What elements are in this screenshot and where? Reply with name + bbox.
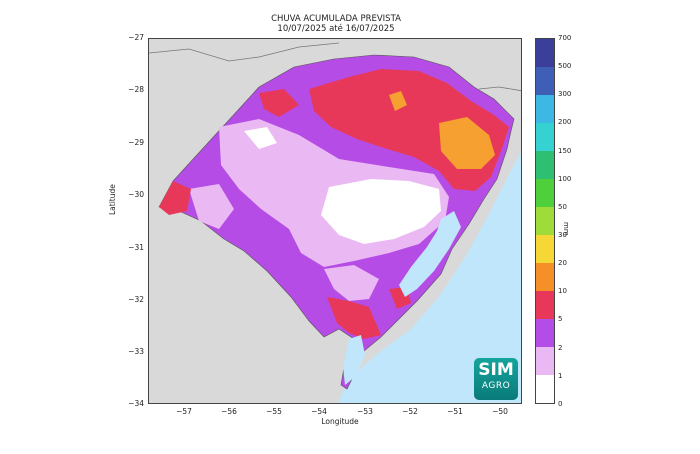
colorbar-tick: 2 xyxy=(558,344,563,352)
colorbar-segment xyxy=(536,263,554,291)
y-tick: −34 xyxy=(128,399,144,408)
colorbar-segment xyxy=(536,347,554,375)
colorbar-tick: 300 xyxy=(558,90,572,98)
colorbar-segment xyxy=(536,319,554,347)
y-tick: −31 xyxy=(128,243,144,252)
y-tick: −30 xyxy=(128,190,144,199)
colorbar-segment xyxy=(536,67,554,95)
sim-agro-logo: SIM AGRO xyxy=(474,358,518,400)
colorbar-unit: mm xyxy=(562,222,570,236)
lagoon-patos xyxy=(399,211,461,297)
x-tick: −53 xyxy=(357,407,373,416)
logo-text-sim: SIM xyxy=(478,360,514,380)
colorbar-tick: 100 xyxy=(558,175,572,183)
colorbar-segment xyxy=(536,151,554,179)
colorbar-tick: 500 xyxy=(558,62,572,70)
title-line-1: CHUVA ACUMULADA PREVISTA xyxy=(271,14,401,24)
colorbar-tick: 10 xyxy=(558,287,567,295)
y-tick: −29 xyxy=(128,138,144,147)
orange-zone-east xyxy=(439,117,495,169)
y-tick: −27 xyxy=(128,33,144,42)
colorbar-tick: 150 xyxy=(558,147,572,155)
ocean xyxy=(337,152,521,403)
neighbour-border-east xyxy=(478,86,521,92)
colorbar-tick: 30 xyxy=(558,231,567,239)
colorbar-segment xyxy=(536,235,554,263)
map-svg xyxy=(149,42,521,403)
colorbar-segment xyxy=(536,375,554,403)
x-axis-label: Longitude xyxy=(321,417,359,426)
colorbar-tick: 50 xyxy=(558,203,567,211)
x-tick: −54 xyxy=(311,407,327,416)
colorbar xyxy=(535,38,555,404)
x-tick: −57 xyxy=(176,407,192,416)
title-line-2: 10/07/2025 até 16/07/2025 xyxy=(277,24,395,34)
red-zone-west xyxy=(159,181,191,215)
lagoon-mirim xyxy=(343,335,365,385)
colorbar-tick: 1 xyxy=(558,372,563,380)
x-tick: −51 xyxy=(447,407,463,416)
chart-title: CHUVA ACUMULADA PREVISTA 10/07/2025 até … xyxy=(148,14,524,34)
x-tick: −52 xyxy=(402,407,418,416)
x-tick: −50 xyxy=(492,407,508,416)
colorbar-segment xyxy=(536,179,554,207)
white-zone xyxy=(321,179,441,244)
y-tick: −32 xyxy=(128,295,144,304)
x-tick: −55 xyxy=(266,407,282,416)
y-tick: −33 xyxy=(128,347,144,356)
red-zone-northwest xyxy=(259,89,299,117)
white-zone-small xyxy=(244,127,277,149)
x-tick: −56 xyxy=(221,407,237,416)
logo-text-agro: AGRO xyxy=(481,381,511,391)
neighbour-border xyxy=(149,42,340,62)
y-tick: −28 xyxy=(128,85,144,94)
light-zone-west xyxy=(189,184,234,229)
red-zone-south xyxy=(327,297,381,339)
colorbar-tick: 20 xyxy=(558,259,567,267)
orange-zone-north xyxy=(389,91,407,111)
colorbar-segment xyxy=(536,207,554,235)
colorbar-segment xyxy=(536,291,554,319)
light-zone-south xyxy=(324,265,379,301)
colorbar-segment xyxy=(536,39,554,67)
colorbar-segment xyxy=(536,123,554,151)
colorbar-segment xyxy=(536,95,554,123)
colorbar-tick: 0 xyxy=(558,400,563,408)
rainfall-map xyxy=(148,38,522,404)
colorbar-tick: 700 xyxy=(558,34,572,42)
colorbar-tick: 200 xyxy=(558,118,572,126)
y-axis-label: Latitude xyxy=(108,184,117,215)
colorbar-tick: 5 xyxy=(558,315,563,323)
